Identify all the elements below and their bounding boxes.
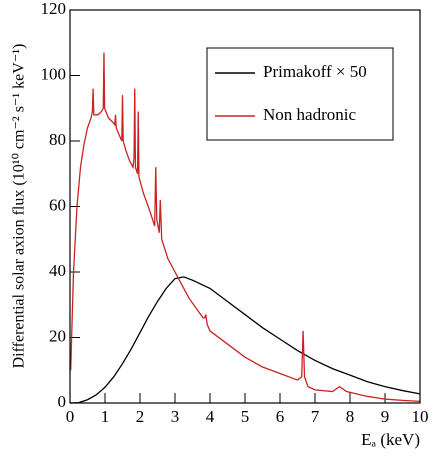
x-tick-label: 9 [381, 407, 390, 426]
x-tick-label: 5 [241, 407, 250, 426]
y-axis-label: Differential solar axion flux (10¹⁰ cm⁻²… [11, 44, 28, 369]
x-tick-label: 6 [276, 407, 285, 426]
y-tick-label: 120 [41, 0, 67, 18]
legend-label: Non hadronic [263, 105, 356, 124]
x-tick-label: 4 [206, 407, 215, 426]
data-line [70, 52, 421, 403]
legend-label: Primakoff × 50 [263, 62, 367, 81]
y-tick-label: 60 [49, 195, 66, 214]
y-tick-label: 100 [41, 64, 67, 83]
x-axis-label: Eₐ (keV) [361, 430, 420, 449]
legend-box [206, 47, 394, 141]
x-tick-label: 0 [66, 407, 75, 426]
y-tick-label: 40 [49, 261, 66, 280]
x-tick-label: 1 [101, 407, 110, 426]
x-tick-label: 8 [346, 407, 355, 426]
y-tick-label: 80 [49, 130, 66, 149]
y-tick-label: 20 [49, 326, 66, 345]
x-tick-label: 7 [311, 407, 320, 426]
x-tick-label: 2 [136, 407, 145, 426]
x-tick-label: 10 [412, 407, 429, 426]
plot-frame [69, 9, 421, 404]
x-tick-label: 3 [171, 407, 180, 426]
data-line [69, 276, 421, 404]
y-tick-label: 0 [58, 392, 67, 411]
